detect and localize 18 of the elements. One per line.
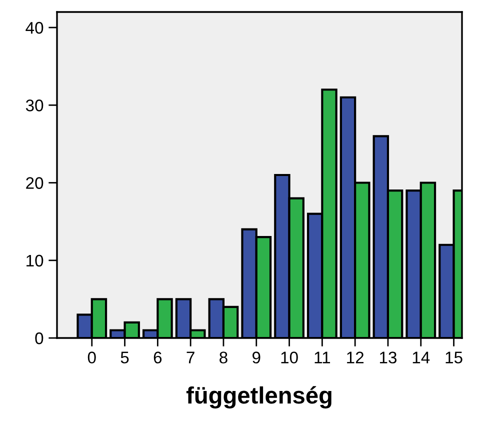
x-tick-label: 6 xyxy=(154,352,162,364)
x-tick-label: 8 xyxy=(220,352,228,364)
x-tick-label: 7 xyxy=(186,352,194,364)
x-tick-label: 0 xyxy=(88,352,96,364)
y-tick-label: 20 xyxy=(26,177,44,189)
x-tick-label: 10 xyxy=(281,352,298,364)
y-tick-label: 30 xyxy=(26,100,44,112)
y-tick-label: 0 xyxy=(35,332,44,344)
x-tick-label: 13 xyxy=(380,352,397,364)
x-tick-label: 12 xyxy=(347,352,364,364)
x-tick-label: 11 xyxy=(314,352,330,364)
x-axis-title: függetlenség xyxy=(186,386,332,408)
x-tick-label: 9 xyxy=(252,352,260,364)
y-tick-label: 40 xyxy=(26,22,44,34)
x-tick-label: 5 xyxy=(120,352,129,364)
x-tick-label: 15 xyxy=(446,352,462,364)
x-tick-label: 14 xyxy=(412,352,430,364)
y-tick-label: 10 xyxy=(26,254,44,267)
